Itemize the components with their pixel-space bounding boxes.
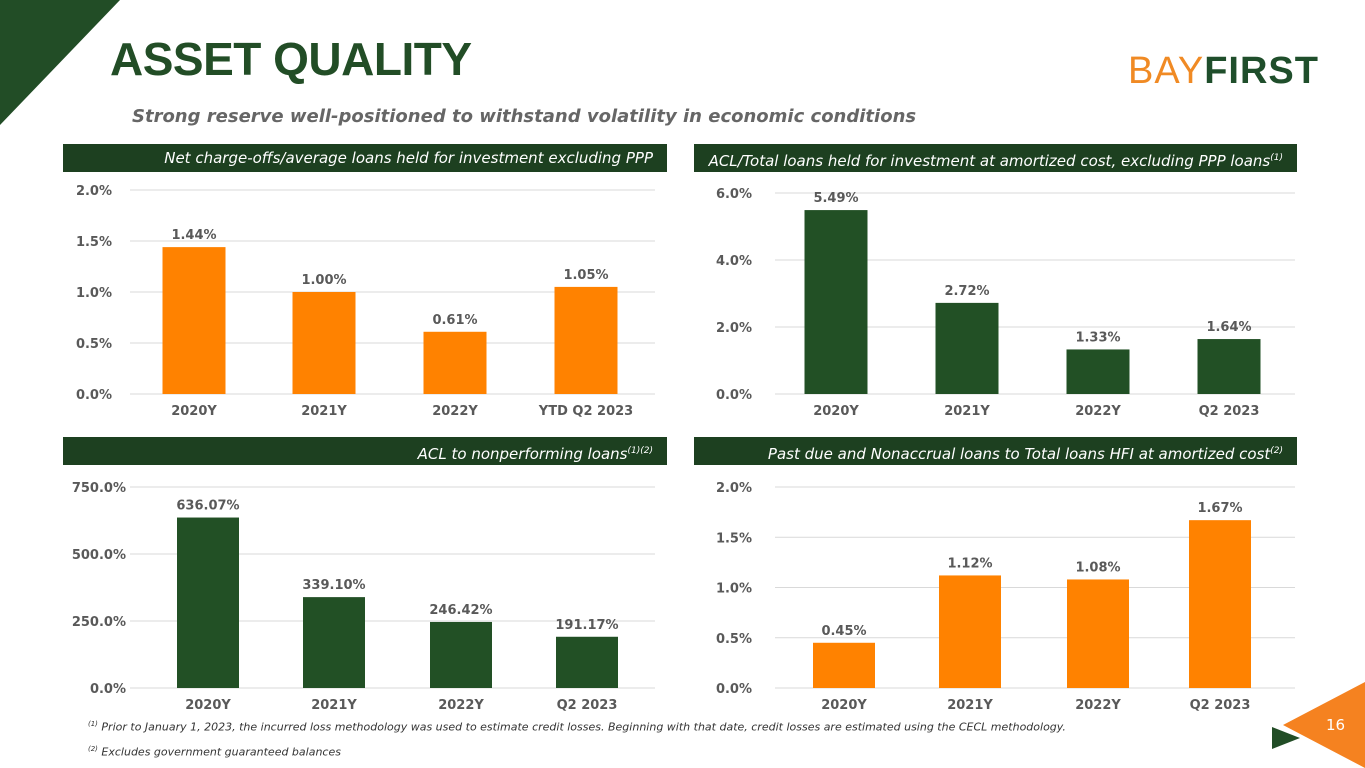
chart-4-bar [813,642,875,688]
chart-2-title-sup: (1) [1270,153,1283,163]
chart-2-data-label: 1.64% [1206,320,1251,335]
chart-1-bar [554,286,618,394]
chart-2-title: ACL/Total loans held for investment at a… [708,152,1271,170]
chart-3-bar [556,636,618,688]
chart-4-data-label: 1.08% [1075,560,1120,575]
chart-4-xtick: Q2 2023 [1190,698,1251,713]
chart-2-xtick: 2021Y [944,404,990,419]
chart-2-bar [804,210,868,394]
chart-4-ytick: 2.0% [716,481,752,496]
chart-4-title-sup: (2) [1270,446,1283,456]
chart-2-ytick: 6.0% [716,187,752,202]
chart-4-ytick: 0.5% [716,632,752,647]
footnote-1-mark: (1) [88,720,98,728]
chart-3-ytick: 250.0% [72,615,126,630]
chart-2-bar [1066,349,1130,394]
chart-4-bar [1189,520,1251,688]
footnote-1: (1) Prior to January 1, 2023, the incurr… [88,720,1066,734]
chart-1-xtick: 2022Y [432,404,478,419]
chart-2-data-label: 2.72% [944,284,989,299]
chart-1-ytick: 0.0% [76,388,112,403]
logo-part-first: FIRST [1204,50,1319,92]
chart-3-data-label: 339.10% [302,578,365,593]
chart-4-xtick: 2022Y [1075,698,1121,713]
chart-1-xtick: YTD Q2 2023 [538,404,633,419]
chart-2-ytick: 4.0% [716,254,752,269]
play-triangle-icon [1272,727,1300,749]
chart-4-data-label: 0.45% [821,624,866,639]
chart-3-data-label: 636.07% [176,499,239,514]
logo-part-bay: BAY [1128,50,1205,92]
chart-1-ytick: 0.5% [76,337,112,352]
chart-2-ytick: 0.0% [716,388,752,403]
chart-4-ytick: 0.0% [716,682,752,697]
chart-3-header: ACL to nonperforming loans(1)(2) [63,437,667,465]
chart-1-ytick: 2.0% [76,184,112,199]
chart-3-data-label: 191.17% [555,618,618,633]
chart-2-bar [1197,339,1261,394]
chart-3-bar [430,621,492,688]
chart-4-title: Past due and Nonaccrual loans to Total l… [767,445,1271,463]
chart-3-ytick: 0.0% [90,682,126,697]
chart-2-xtick: 2022Y [1075,404,1121,419]
chart-3-title-sup: (1)(2) [627,446,654,456]
chart-3-ytick: 750.0% [72,481,126,496]
chart-3-bar [177,517,239,688]
footnote-2-mark: (2) [88,745,98,753]
chart-2-bar [935,302,999,394]
chart-3-xtick: Q2 2023 [557,698,618,713]
chart-1-ytick: 1.0% [76,286,112,301]
chart-3-data-label: 246.42% [429,603,492,618]
corner-decoration-orange [1283,682,1365,768]
chart-2-ytick: 2.0% [716,321,752,336]
chart-1-data-label: 1.44% [171,228,216,243]
chart-1-ytick: 1.5% [76,235,112,250]
chart-3-xtick: 2020Y [185,698,231,713]
chart-4-xtick: 2020Y [821,698,867,713]
chart-1-xtick: 2021Y [301,404,347,419]
chart-4-ytick: 1.5% [716,531,752,546]
chart-1-data-label: 0.61% [432,313,477,328]
chart-4-header: Past due and Nonaccrual loans to Total l… [694,437,1297,465]
page-title: ASSET QUALITY [110,33,472,85]
page-subtitle: Strong reserve well-positioned to withst… [132,106,917,127]
chart-2-xtick: Q2 2023 [1199,404,1260,419]
corner-decoration [0,0,120,125]
chart-2-data-label: 5.49% [813,191,858,206]
page-number: 16 [1326,716,1346,734]
chart-4-bar [939,575,1001,688]
chart-2-header: ACL/Total loans held for investment at a… [694,144,1297,172]
footnote-2: (2) Excludes government guaranteed balan… [88,745,341,759]
chart-3-xtick: 2021Y [311,698,357,713]
chart-4-data-label: 1.67% [1197,501,1242,516]
chart-1-bar [162,247,226,394]
chart-1-xtick: 2020Y [171,404,217,419]
footnote-1-text: Prior to January 1, 2023, the incurred l… [97,720,1066,734]
chart-1-bar [423,331,487,394]
chart-3-bar [303,597,365,688]
chart-2-data-label: 1.33% [1075,330,1120,345]
bayfirst-logo: BAYFIRST [1128,50,1319,93]
chart-3-ytick: 500.0% [72,548,126,563]
chart-3-title: ACL to nonperforming loans [417,445,628,463]
chart-4-data-label: 1.12% [947,556,992,571]
chart-1-data-label: 1.00% [301,273,346,288]
chart-1-bar [292,292,356,394]
chart-4-bar [1067,579,1129,688]
chart-4-xtick: 2021Y [947,698,993,713]
footnote-2-text: Excludes government guaranteed balances [97,745,341,759]
chart-1-title: Net charge-offs/average loans held for i… [164,149,653,167]
chart-1-data-label: 1.05% [563,268,608,283]
chart-3-xtick: 2022Y [438,698,484,713]
chart-4-ytick: 1.0% [716,582,752,597]
chart-2-xtick: 2020Y [813,404,859,419]
chart-1-header: Net charge-offs/average loans held for i… [63,144,667,172]
